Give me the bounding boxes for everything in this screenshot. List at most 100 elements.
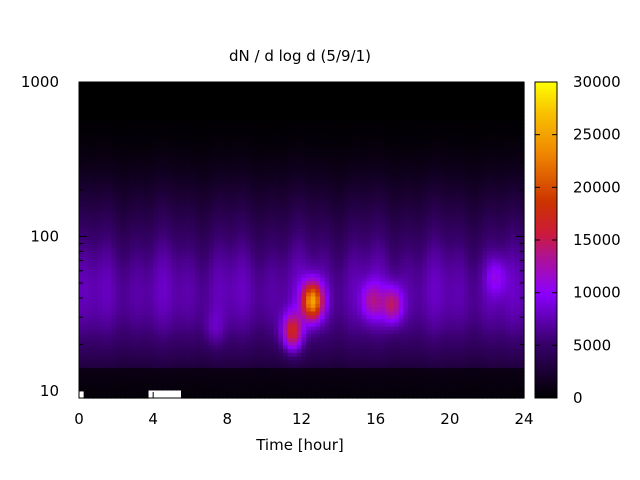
heatmap-cell [259,349,266,354]
heatmap-cell [120,311,126,316]
heatmap-cell [120,194,126,200]
heatmap-cell [250,164,256,170]
heatmap-cell [88,243,94,249]
heatmap-cell [106,198,113,203]
heatmap-cell [245,379,252,384]
heatmap-cell [111,179,117,185]
heatmap-cell [338,367,344,373]
heatmap-cell [162,322,168,328]
heatmap-cell [338,394,344,399]
heatmap-cell [167,127,173,132]
heatmap-cell [88,130,94,136]
heatmap-cell [227,371,233,377]
heatmap-cell [292,213,298,219]
heatmap-cell [102,360,108,365]
heatmap-cell [92,334,99,339]
heatmap-cell [125,164,131,170]
heatmap-cell [92,89,99,94]
heatmap-cell [167,108,173,113]
heatmap-cell [329,255,335,260]
heatmap-cell [106,194,113,200]
heatmap-cell [236,187,242,192]
heatmap-cell [134,130,140,136]
heatmap-cell [88,228,94,234]
heatmap-cell [153,123,159,128]
heatmap-cell [102,89,108,94]
heatmap-cell [167,202,173,207]
heatmap-cell [352,224,358,230]
heatmap-cell [245,251,252,256]
heatmap-cell [333,367,340,373]
heatmap-cell [296,255,303,260]
heatmap-cell [296,390,303,395]
heatmap-cell [329,266,335,271]
heatmap-cell [352,206,358,211]
heatmap-cell [292,300,298,305]
heatmap-cell [134,187,140,192]
heatmap-cell [204,315,210,320]
heatmap-cell [134,337,140,343]
heatmap-cell [306,209,312,215]
heatmap-cell [320,258,326,264]
heatmap-cell [153,307,159,313]
heatmap-cell [255,206,261,211]
heatmap-cell [218,93,224,98]
heatmap-cell [79,224,85,230]
heatmap-cell [287,112,293,117]
heatmap-cell [180,375,187,380]
heatmap-cell [269,119,275,124]
heatmap-cell [282,349,289,354]
heatmap-cell [167,191,173,196]
heatmap-cell [180,251,187,256]
heatmap-cell [227,251,233,256]
heatmap-cell [250,349,256,354]
heatmap-cell [310,202,317,207]
heatmap-cell [338,224,344,230]
heatmap-cell [139,322,145,328]
heatmap-cell [296,168,303,173]
heatmap-cell [329,345,335,350]
heatmap-cell [208,300,215,305]
heatmap-cell [269,149,275,155]
heatmap-cell [222,243,228,249]
heatmap-cell [204,130,210,136]
heatmap-cell [83,349,89,354]
heatmap-cell [97,394,103,399]
heatmap-cell [194,277,201,282]
heatmap-cell [106,104,113,109]
heatmap-cell [296,322,303,328]
heatmap-cell [106,153,113,158]
heatmap-cell [329,341,335,346]
heatmap-cell [306,337,312,343]
heatmap-cell [287,82,293,87]
heatmap-cell [227,228,233,234]
heatmap-cell [129,164,136,170]
heatmap-cell [306,386,312,392]
heatmap-cell [236,130,242,136]
heatmap-cell [208,108,215,113]
heatmap-cell [329,134,335,140]
heatmap-cell [278,281,284,286]
heatmap-cell [92,341,99,346]
heatmap-cell [352,179,358,185]
heatmap-cell [157,149,164,155]
heatmap-cell [315,322,321,328]
heatmap-cell [301,127,307,132]
heatmap-cell [333,191,340,196]
heatmap-cell [259,119,266,124]
heatmap-cell [125,82,131,87]
heatmap-cell [250,127,256,132]
heatmap-cell [282,161,289,166]
heatmap-cell [218,206,224,211]
heatmap-cell [347,213,354,219]
heatmap-cell [171,224,177,230]
heatmap-cell [204,209,210,215]
heatmap-cell [129,367,136,373]
heatmap-cell [204,172,210,177]
heatmap-cell [292,115,298,121]
heatmap-cell [218,251,224,256]
heatmap-cell [324,307,330,313]
heatmap-cell [134,277,140,282]
heatmap-cell [333,371,340,377]
heatmap-cell [120,273,126,279]
